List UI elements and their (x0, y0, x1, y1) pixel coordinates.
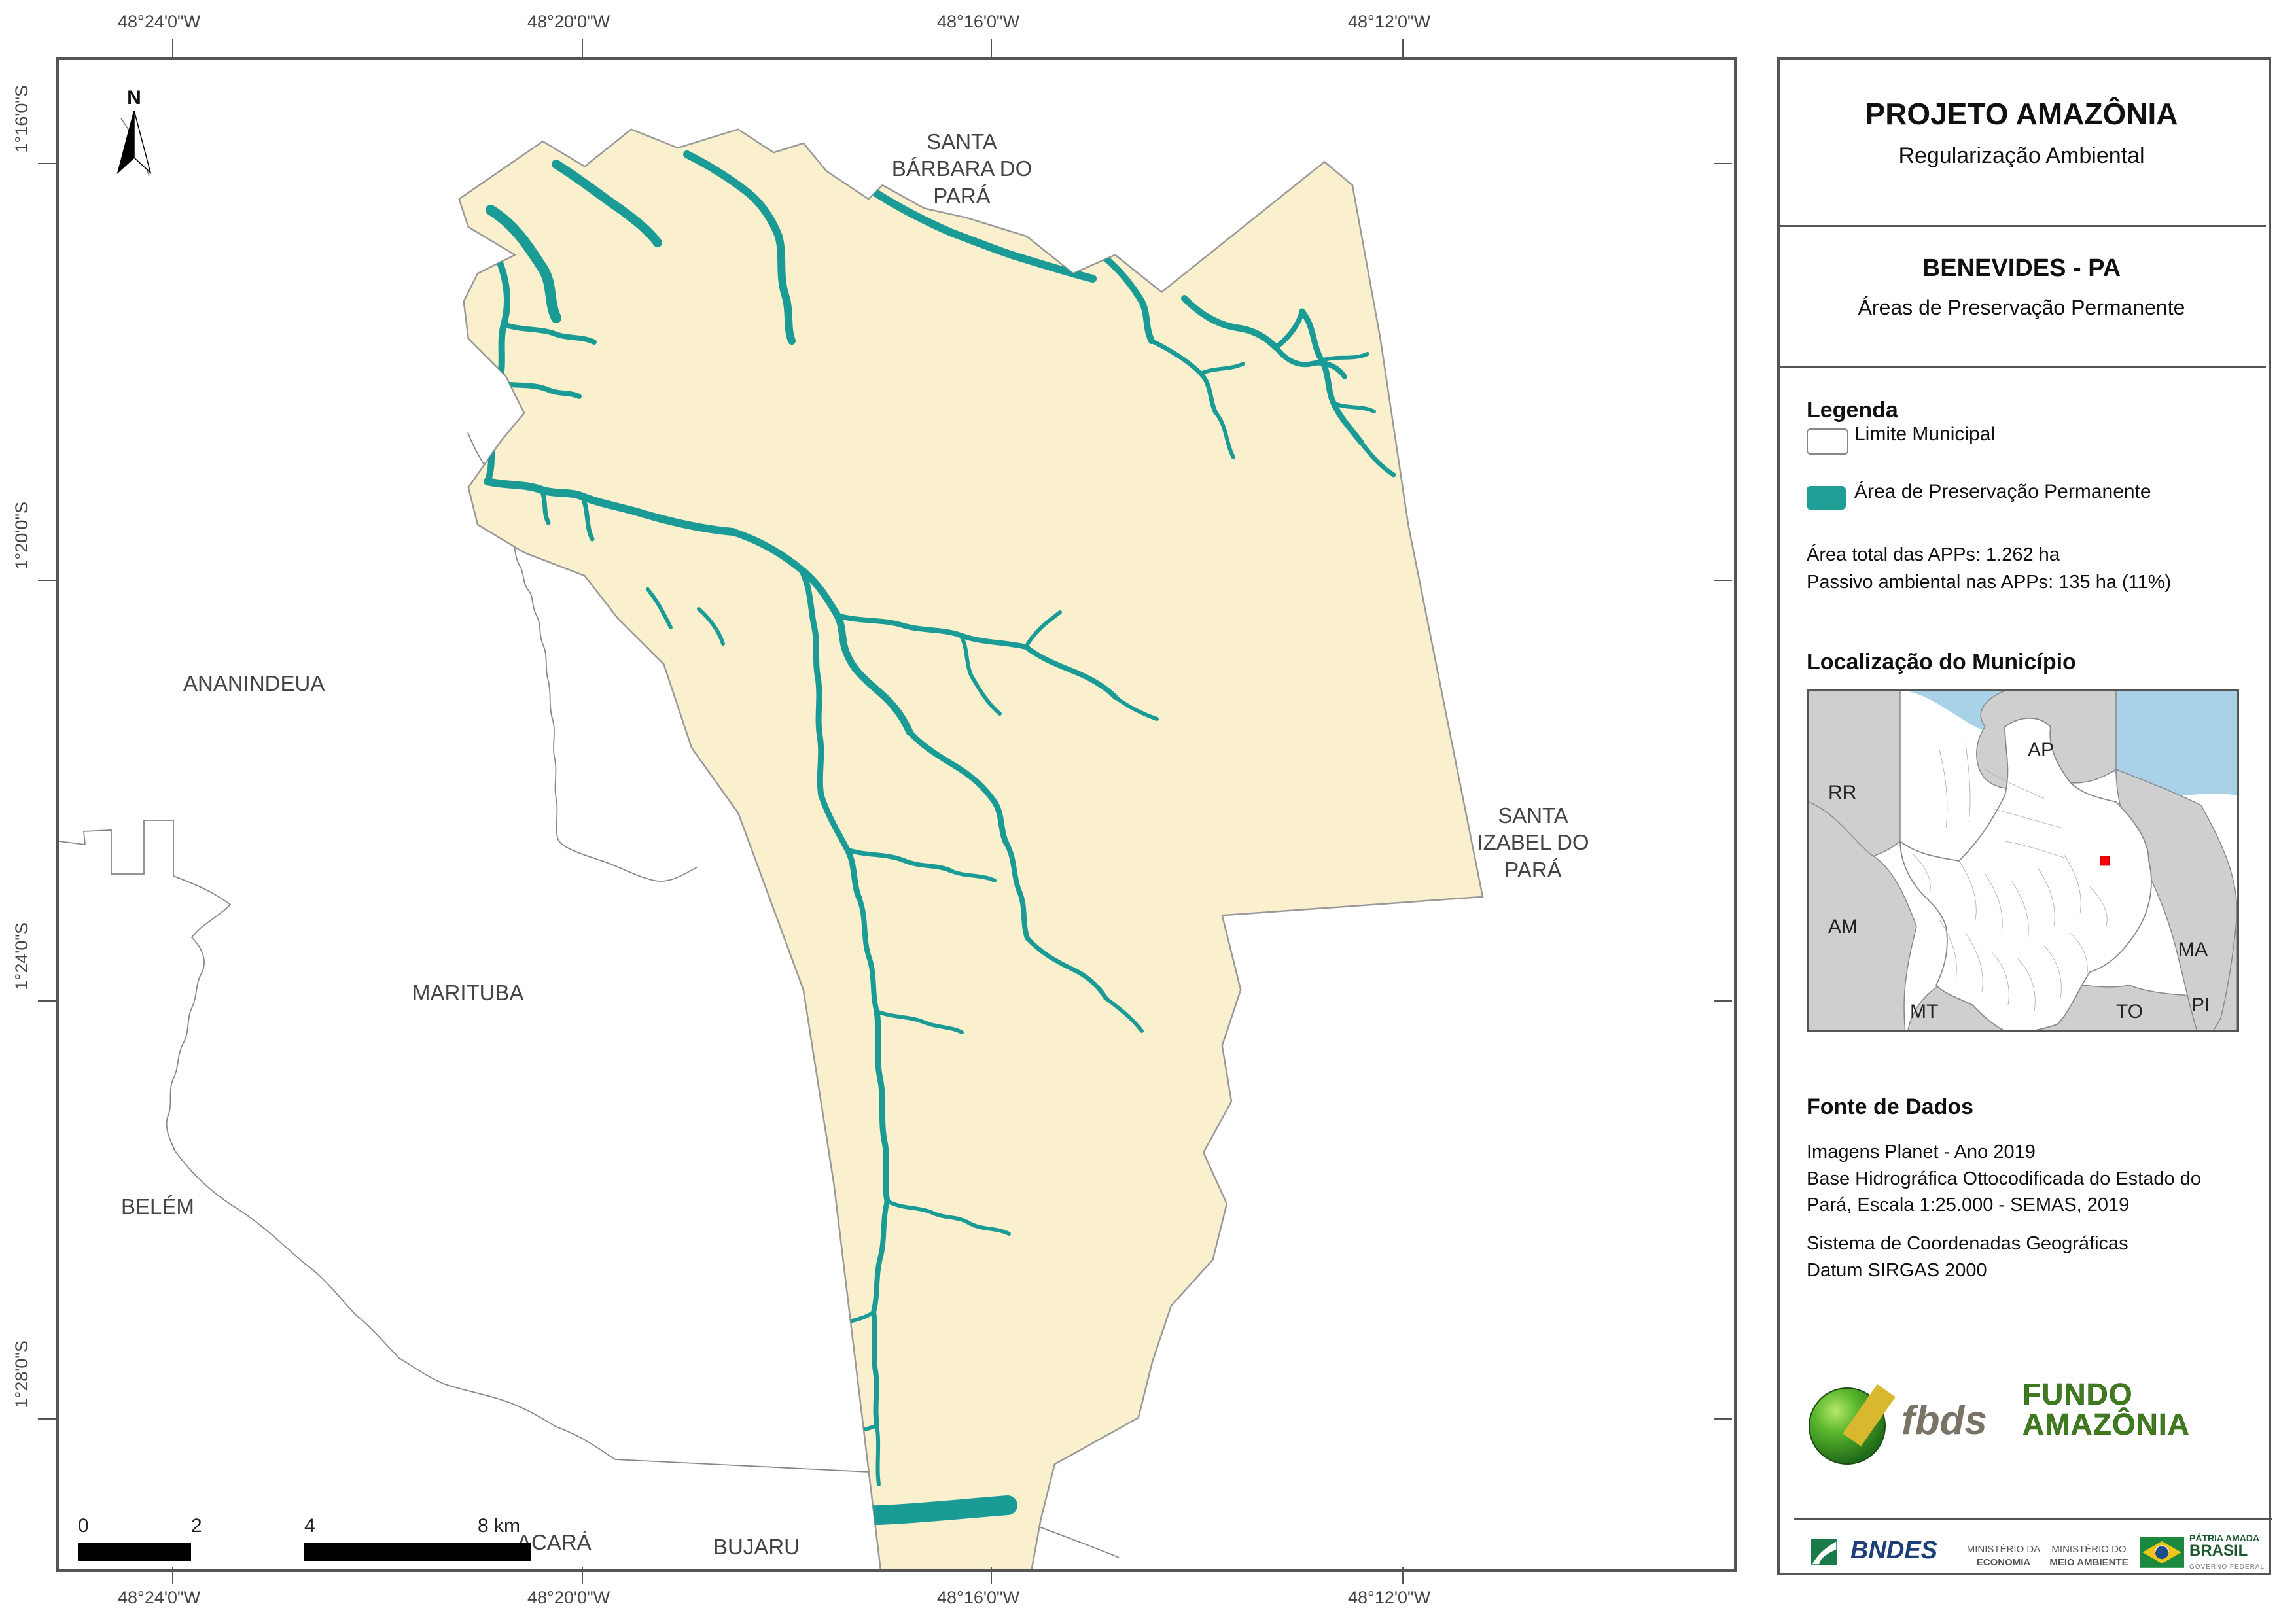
svg-text:TO: TO (2116, 1001, 2143, 1022)
svg-text:PI: PI (2191, 994, 2210, 1016)
svg-text:MA: MA (2178, 939, 2208, 960)
svg-text:MT: MT (1910, 1001, 1938, 1022)
svg-text:RR: RR (1828, 782, 1856, 803)
svg-text:AM: AM (1828, 916, 1858, 937)
svg-text:AP: AP (2028, 739, 2054, 761)
